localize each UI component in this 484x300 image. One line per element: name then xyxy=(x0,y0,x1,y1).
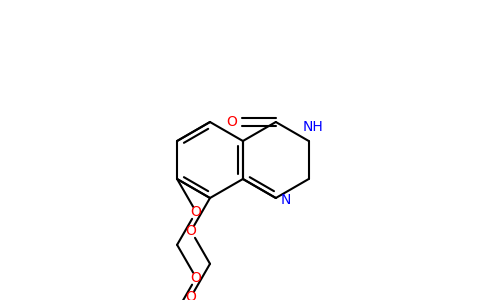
Text: O: O xyxy=(185,224,197,238)
Text: O: O xyxy=(191,205,201,219)
Text: O: O xyxy=(191,271,201,285)
Text: O: O xyxy=(185,290,197,300)
Text: NH: NH xyxy=(302,120,323,134)
Text: O: O xyxy=(226,115,237,129)
Text: N: N xyxy=(281,193,291,207)
